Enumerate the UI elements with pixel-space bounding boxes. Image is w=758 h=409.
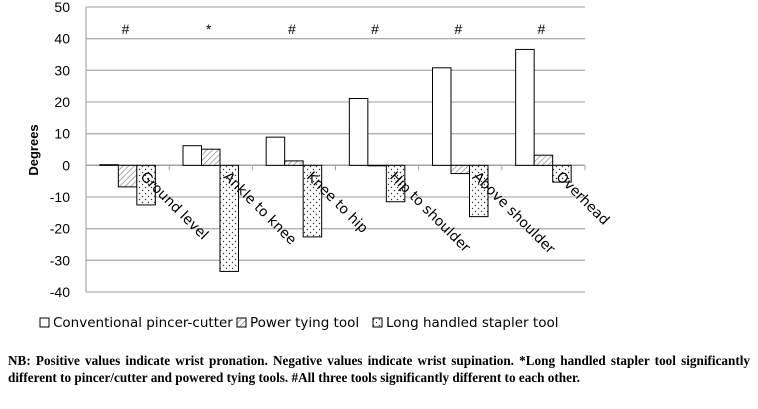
- y-tick-label: -40: [50, 284, 70, 300]
- significance-marker: #: [454, 21, 462, 37]
- y-tick-label: 10: [54, 126, 70, 142]
- legend-swatch: [236, 317, 247, 328]
- significance-marker: #: [122, 21, 130, 37]
- bar: [201, 148, 221, 166]
- legend-swatch: [372, 317, 383, 328]
- y-tick-label: -20: [50, 221, 70, 237]
- bar: [552, 164, 572, 183]
- bar: [367, 164, 387, 167]
- bar: [515, 48, 535, 166]
- bar: [385, 164, 406, 203]
- significance-marker: *: [206, 21, 212, 37]
- significance-marker: #: [288, 21, 296, 37]
- bar: [432, 67, 452, 166]
- bar: [450, 164, 470, 175]
- y-tick-label: 30: [54, 62, 70, 78]
- bar: [348, 98, 369, 166]
- y-tick-label: 20: [54, 94, 70, 110]
- bar: [265, 136, 286, 166]
- x-tick-label: Hip to shoulder: [386, 169, 473, 256]
- y-tick-label: 0: [62, 157, 70, 173]
- footnote: NB: Positive values indicate wrist prona…: [8, 353, 750, 385]
- legend-label: Long handled stapler tool: [386, 315, 558, 331]
- y-tick-label: 40: [54, 31, 70, 47]
- bar: [302, 164, 323, 238]
- legend-label: Power tying tool: [250, 315, 359, 331]
- bar: [284, 160, 304, 166]
- y-tick-label: -10: [50, 189, 70, 205]
- bar: [136, 164, 156, 206]
- x-tick-label: Ground level: [137, 169, 211, 243]
- legend-label: Conventional pincer-cutter: [53, 315, 233, 331]
- significance-marker: #: [538, 21, 546, 37]
- y-tick-label: 50: [54, 0, 70, 15]
- legend-swatch: [39, 317, 50, 328]
- y-tick-label: -30: [50, 252, 70, 268]
- bar: [469, 164, 489, 218]
- bar: [117, 164, 138, 188]
- bar: [182, 145, 202, 166]
- significance-marker: #: [371, 21, 379, 37]
- bar: [533, 154, 554, 166]
- x-tick-label: Overhead: [553, 169, 613, 229]
- bar: [219, 164, 239, 272]
- bar: [99, 164, 119, 166]
- y-axis-label: Degrees: [26, 124, 41, 175]
